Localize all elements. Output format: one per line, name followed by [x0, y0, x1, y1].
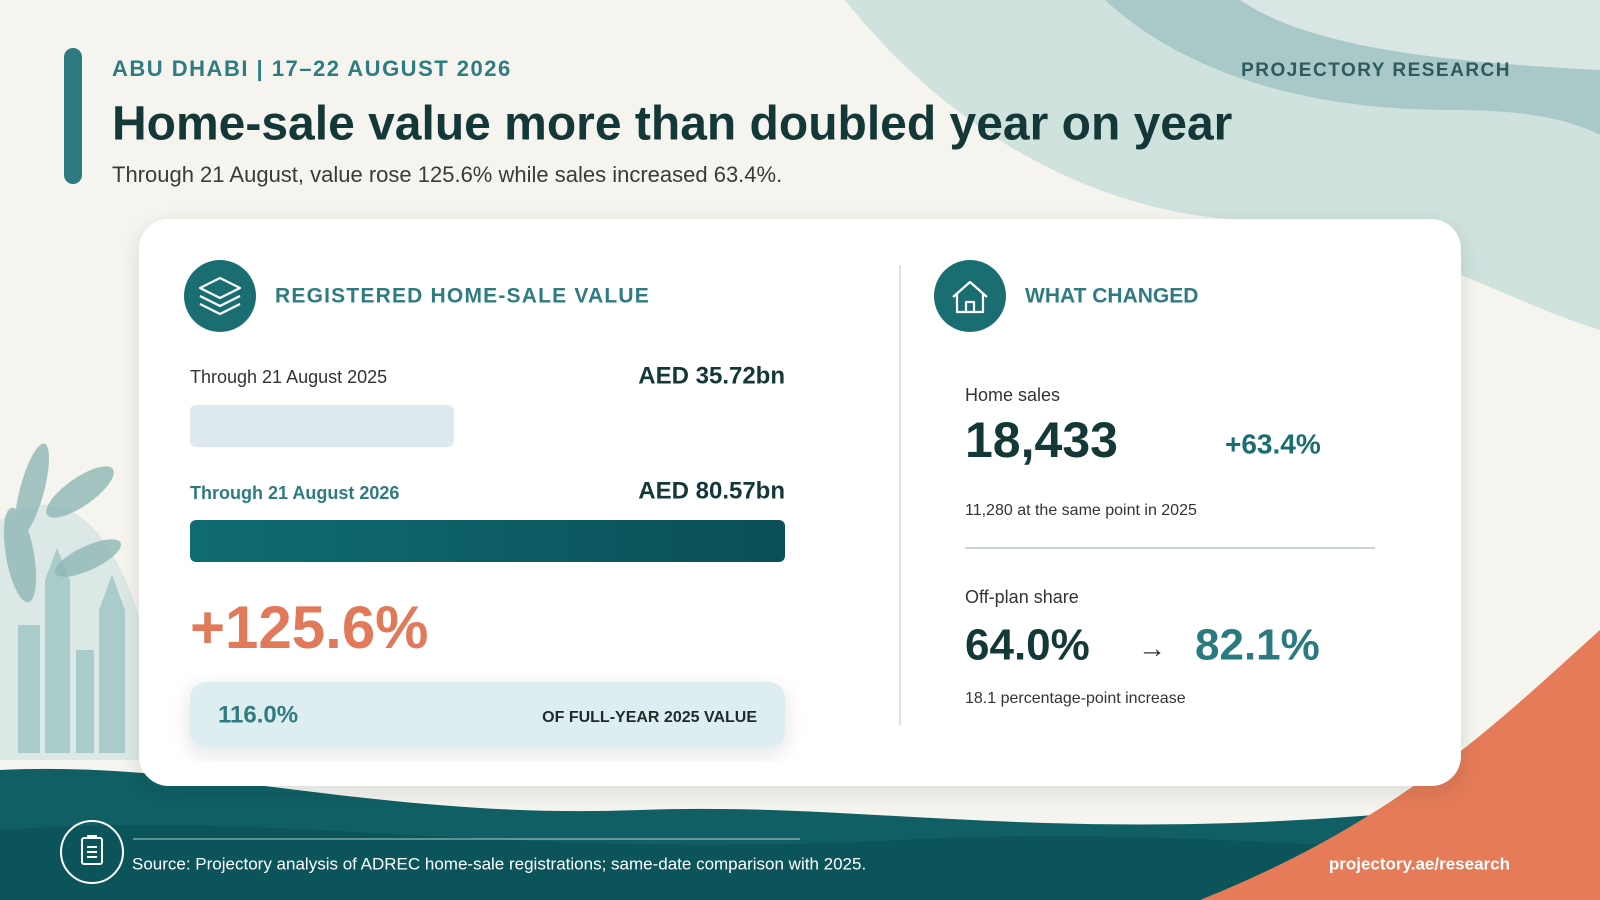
share-pill — [190, 682, 785, 748]
metric-note: 11,280 at the same point in 2025 — [965, 502, 1197, 519]
row-label: Through 21 August 2026 — [190, 483, 399, 503]
accent-bar — [64, 48, 82, 184]
metric-label: Home sales — [965, 385, 1060, 405]
panel-heading: WHAT CHANGED — [1025, 285, 1198, 308]
metric-label: Off-plan share — [965, 587, 1079, 607]
row-value: AED 35.72bn — [638, 362, 785, 389]
house-glyph — [952, 280, 988, 314]
arrow: → — [1138, 632, 1166, 663]
value-bar — [190, 520, 785, 562]
clipboard-glyph — [81, 835, 103, 865]
layers-glyph — [198, 276, 242, 316]
source-icon — [60, 820, 124, 884]
bars — [190, 405, 785, 562]
house-icon — [934, 260, 1006, 332]
share-label: OF FULL-YEAR 2025 VALUE — [542, 709, 757, 726]
source: Source: Projectory analysis of ADREC hom… — [132, 854, 866, 873]
subtitle: Through 21 August, value rose 125.6% whi… — [112, 162, 782, 187]
metric-change: +63.4% — [1225, 428, 1321, 459]
metric-to: 82.1% — [1195, 621, 1320, 670]
layers-icon — [184, 260, 256, 332]
metric-from: 64.0% — [965, 621, 1090, 670]
row-value: AED 80.57bn — [638, 477, 785, 504]
card — [139, 219, 1461, 786]
share-value: 116.0% — [218, 701, 298, 728]
metric-value: 18,433 — [965, 412, 1118, 468]
value-bar — [190, 405, 454, 447]
brand: PROJECTORY RESEARCH — [1241, 60, 1511, 81]
metric-note: 18.1 percentage-point increase — [965, 690, 1186, 707]
panel-heading: REGISTERED HOME-SALE VALUE — [275, 285, 650, 308]
change: +125.6% — [190, 594, 429, 661]
title: Home-sale value more than doubled year o… — [112, 98, 1232, 151]
row-label: Through 21 August 2025 — [190, 367, 387, 387]
link[interactable]: projectory.ae/research — [1329, 854, 1510, 873]
kicker: ABU DHABI | 17–22 AUGUST 2026 — [112, 56, 512, 81]
